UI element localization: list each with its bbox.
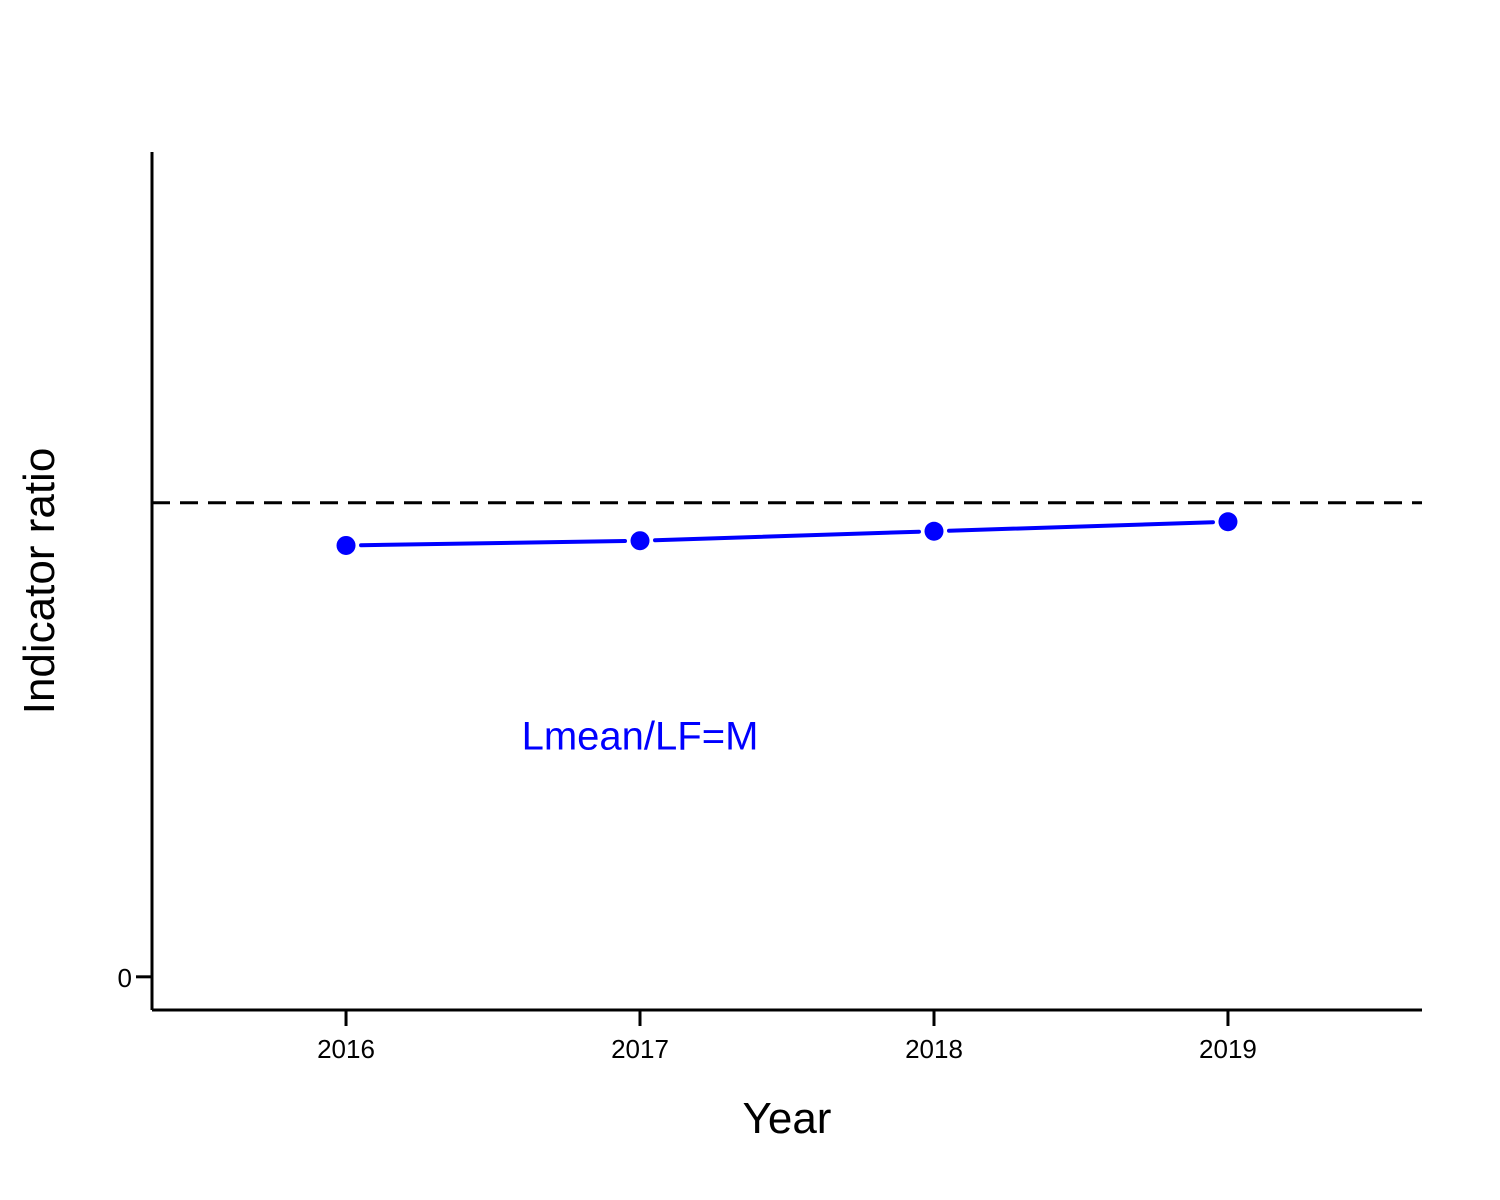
series-annotation: Lmean/LF=M <box>522 714 759 758</box>
data-point <box>1218 512 1238 532</box>
x-tick-label: 2017 <box>611 1034 669 1064</box>
x-ticks: 2016 2017 2018 2019 <box>317 1010 1257 1064</box>
series-line-segment <box>653 529 921 543</box>
x-tick-label: 2019 <box>1199 1034 1257 1064</box>
x-tick-label: 2016 <box>317 1034 375 1064</box>
axes <box>150 152 1422 1012</box>
y-axis-title: Indicator ratio <box>15 448 64 715</box>
x-axis-title: Year <box>743 1094 832 1143</box>
series-line-segment <box>946 520 1215 533</box>
data-point <box>336 535 356 555</box>
plot-area <box>152 501 1422 555</box>
y-tick-label: 0 <box>118 963 132 993</box>
x-tick-label: 2018 <box>905 1034 963 1064</box>
series-line-segment <box>359 538 628 548</box>
data-point <box>630 531 650 551</box>
y-ticks: 0 <box>118 963 152 993</box>
data-point <box>924 521 944 541</box>
